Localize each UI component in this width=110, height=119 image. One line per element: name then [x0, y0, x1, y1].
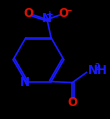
- Text: 2: 2: [94, 63, 99, 72]
- Text: +: +: [46, 10, 53, 19]
- Text: N: N: [20, 76, 30, 89]
- Text: −: −: [64, 6, 72, 15]
- Text: O: O: [67, 96, 77, 109]
- Text: NH: NH: [88, 64, 108, 77]
- Text: O: O: [59, 7, 69, 20]
- Text: O: O: [24, 7, 34, 20]
- Text: N: N: [42, 12, 52, 25]
